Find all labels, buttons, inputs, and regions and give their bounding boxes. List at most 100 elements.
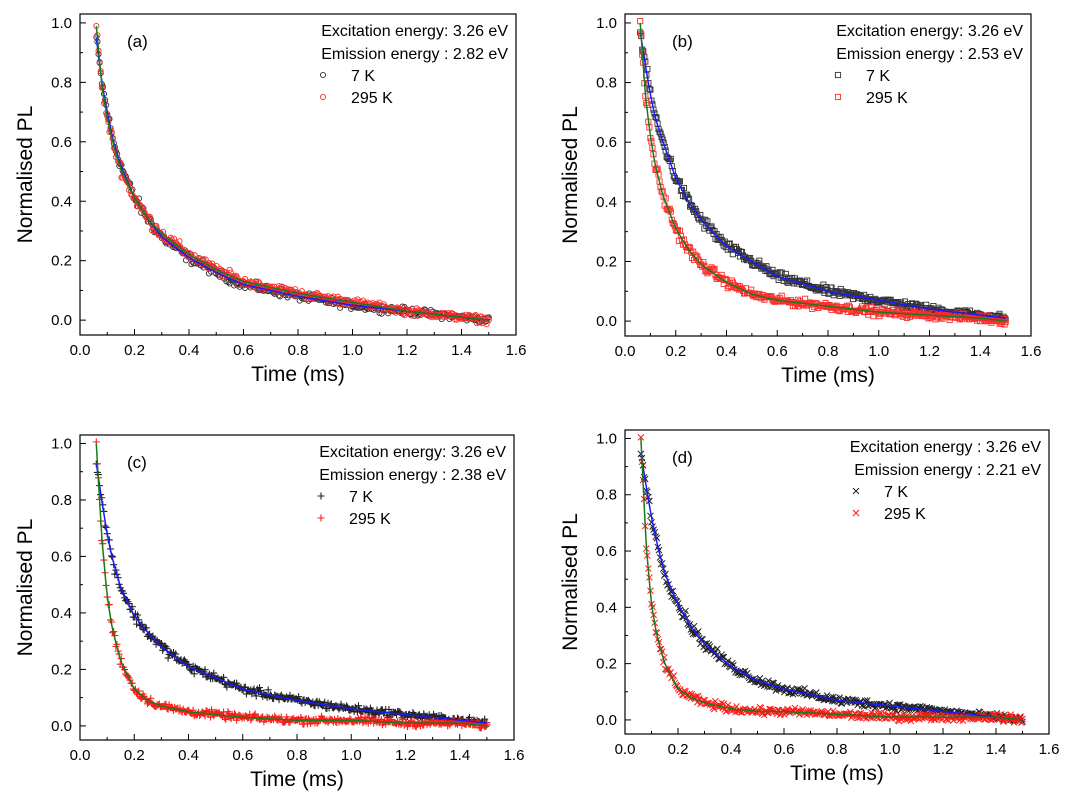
x-tick-label: 0.2: [668, 741, 689, 758]
series-1-point-44: [141, 209, 148, 216]
series-1-point-201: [313, 291, 320, 298]
x-tick-label: 1.6: [1021, 343, 1042, 360]
data-points: [637, 18, 1009, 328]
series-0-point-36: [673, 177, 680, 184]
series-0-point-7: [644, 65, 651, 73]
x-tick-label: 1.0: [342, 342, 363, 359]
x-axis-title: Time (ms): [250, 768, 344, 791]
series-0-point-9: [647, 512, 654, 520]
series-1-point-90: [728, 277, 735, 284]
series-1-point-75: [713, 275, 720, 282]
x-axis-title: Time (ms): [790, 762, 884, 785]
series-0-point-108: [210, 669, 218, 677]
series-1-point-206: [846, 304, 853, 311]
series-1-point-98: [199, 708, 207, 716]
legend-label: 7 K: [349, 489, 373, 506]
legend-label: 7 K: [866, 68, 890, 85]
series-1-point-100: [202, 256, 209, 263]
y-tick-label: 0.8: [51, 492, 72, 509]
legend-label: 295 K: [351, 90, 393, 107]
series-1-point-62: [700, 259, 707, 266]
x-tick-label: 0.2: [124, 747, 145, 764]
fit-curve-1: [95, 25, 489, 321]
series-1-point-35: [131, 194, 138, 201]
series-1-point-55: [693, 254, 700, 261]
series-0-point-225: [337, 700, 345, 708]
series-0-point-70: [708, 223, 715, 230]
legend-marker-point-0: [852, 487, 860, 495]
x-tick-label: 1.0: [341, 747, 362, 764]
series-1-point-78: [720, 700, 728, 708]
series-0-point-90: [190, 670, 198, 678]
y-tick-label: 0.2: [51, 253, 72, 270]
x-tick-label: 0.4: [716, 343, 737, 360]
series-0-point-41: [678, 186, 686, 193]
legend-label: 295 K: [349, 511, 391, 528]
series-1-point-110: [213, 262, 220, 270]
x-tick-label: 1.4: [970, 343, 991, 360]
series-0-point-281: [923, 301, 930, 308]
series-1-point-106: [209, 260, 216, 267]
x-tick-label: 0.6: [233, 342, 254, 359]
chart-svg-2: 0.0 0.2 0.4 0.6 0.8 1.0 1.2 1.4 1.6 0.0 0.2 0.4 0.6 0…: [14, 434, 524, 791]
series-0-point-129: [233, 679, 241, 687]
annotation-0: Excitation energy : 3.26 eV: [850, 439, 1042, 456]
fit-curve-1: [639, 22, 1006, 322]
panel-label: (c): [127, 453, 147, 472]
x-tick-label: 0.8: [818, 343, 839, 360]
series-0-point-81: [180, 656, 188, 664]
series-1-point-50: [147, 694, 155, 702]
panel-d: 0.0 0.2 0.4 0.6 0.8 1.0 1.2 1.4 1.6 0.0 0.2 0.4 0.6 0…: [540, 405, 1067, 800]
series-295k: [637, 18, 1009, 328]
annotation-1: Emission energy : 2.82 eV: [321, 46, 508, 63]
series-0-point-240: [892, 707, 900, 715]
series-1-point-162: [802, 295, 809, 302]
legend-marker-point-0: [319, 71, 327, 79]
legend-marker-point-1: [317, 514, 325, 522]
y-axis-title: Normalised PL: [14, 106, 37, 244]
panel-c: 0.0 0.2 0.4 0.6 0.8 1.0 1.2 1.4 1.6 0.0 0.2 0.4 0.6 0…: [0, 405, 533, 800]
x-tick-label: 1.4: [449, 747, 470, 764]
series-0-point-66: [164, 654, 172, 662]
series-1-point-113: [757, 704, 765, 712]
series-0-point-61: [702, 646, 710, 654]
series-295k: [93, 22, 492, 328]
x-tick-label: 1.0: [880, 741, 901, 758]
series-0-point-56: [694, 211, 701, 218]
series-0-point-100: [201, 666, 209, 674]
fit-curve-0: [639, 31, 1006, 319]
series-1-point-76: [176, 238, 183, 245]
x-axis-title: Time (ms): [781, 364, 875, 387]
y-tick-label: 0.4: [596, 599, 617, 616]
series-0-point-24: [661, 143, 668, 150]
series-1-point-182: [292, 286, 299, 293]
chart-svg-0: 0.0 0.2 0.4 0.6 0.8 1.0 1.2 1.4 1.6 0.0 0.2 0.4 0.6 0…: [14, 13, 527, 386]
x-tick-label: 1.6: [506, 342, 527, 359]
y-tick-label: 0.8: [596, 487, 617, 504]
series-7k: [637, 450, 1026, 726]
y-axis-title: Normalised PL: [559, 513, 582, 651]
legend-label: 7 K: [351, 68, 375, 85]
series-1-point-42: [682, 688, 689, 695]
x-tick-label: 0.6: [774, 741, 795, 758]
series-1-point-109: [748, 286, 755, 293]
y-tick-label: 0.4: [596, 194, 617, 211]
y-tick-label: 0.6: [596, 134, 617, 151]
annotation-1: Emission energy : 2.38 eV: [319, 467, 506, 484]
y-tick-label: 0.2: [51, 661, 72, 678]
x-tick-label: 1.0: [868, 343, 889, 360]
series-0-point-130: [769, 266, 776, 273]
series-1-point-286: [405, 306, 413, 313]
series-0-point-77: [719, 653, 727, 661]
y-tick-label: 0.6: [596, 543, 617, 560]
y-axis-title: Normalised PL: [559, 106, 582, 244]
series-1-point-228: [342, 296, 349, 303]
series-1-point-253: [894, 306, 901, 313]
series-1-point-169: [809, 305, 816, 312]
series-1-point-28: [665, 207, 672, 214]
annotation-0: Excitation energy: 3.26 eV: [836, 23, 1023, 40]
series-1-point-98: [200, 256, 207, 263]
series-1-point-151: [798, 708, 805, 715]
y-tick-label: 0.8: [51, 74, 72, 91]
